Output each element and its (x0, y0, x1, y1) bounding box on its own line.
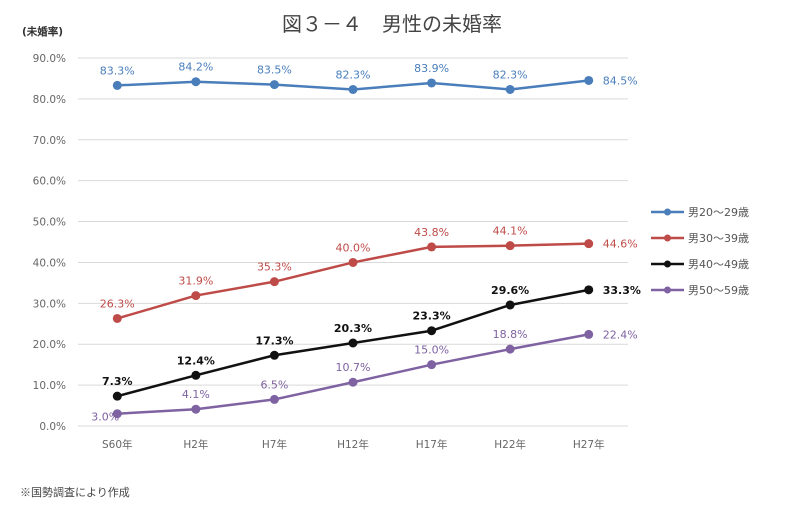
data-point (584, 329, 594, 339)
y-tick-label: 40.0% (33, 257, 66, 269)
y-tick-label: 20.0% (33, 339, 66, 351)
data-label: 43.8% (414, 226, 449, 239)
y-tick-label: 50.0% (33, 217, 66, 229)
data-point (427, 326, 437, 336)
data-label: 17.3% (255, 334, 293, 347)
x-tick-label: H7年 (262, 438, 287, 451)
y-axis-label: (未婚率) (22, 25, 63, 38)
chart-title: 図３－４ 男性の未婚率 (282, 12, 502, 36)
data-label: 15.0% (414, 344, 449, 357)
data-point (348, 84, 358, 94)
legend-swatch-marker (664, 286, 671, 294)
data-label: 6.5% (260, 378, 288, 391)
x-tick-label: H12年 (337, 438, 369, 451)
data-label: 7.3% (102, 375, 133, 388)
y-tick-label: 90.0% (33, 53, 66, 65)
data-point (269, 80, 279, 90)
data-point (269, 350, 279, 360)
data-label: 26.3% (100, 297, 135, 310)
data-label: 29.6% (491, 284, 529, 297)
x-tick-label: H22年 (494, 438, 526, 451)
y-tick-label: 10.0% (33, 380, 66, 392)
data-point (191, 77, 201, 87)
y-tick-label: 60.0% (33, 176, 66, 188)
data-point (269, 394, 279, 404)
legend-label: 男50～59歳 (688, 284, 749, 297)
data-point (505, 241, 515, 251)
legend-label: 男30～39歳 (688, 232, 749, 245)
data-label: 33.3% (603, 284, 641, 297)
data-label: 20.3% (334, 322, 372, 335)
data-point (505, 300, 515, 310)
data-point (191, 291, 201, 301)
data-label: 84.2% (178, 61, 213, 74)
data-label: 35.3% (257, 261, 292, 274)
data-point (112, 409, 122, 419)
data-point (348, 338, 358, 348)
data-point (191, 404, 201, 414)
data-label: 84.5% (603, 74, 638, 87)
data-point (584, 239, 594, 249)
data-point (505, 84, 515, 94)
data-point (269, 277, 279, 287)
x-tick-label: H17年 (416, 438, 448, 451)
data-label: 83.3% (100, 64, 135, 77)
data-label: 83.5% (257, 64, 292, 77)
data-point (427, 242, 437, 252)
data-label: 83.9% (414, 62, 449, 75)
data-label: 10.7% (336, 361, 371, 374)
x-tick-label: H27年 (573, 438, 605, 451)
legend-swatch-marker (664, 208, 671, 216)
y-tick-label: 80.0% (33, 94, 66, 106)
data-label: 82.3% (336, 68, 371, 81)
data-label: 44.6% (603, 238, 638, 251)
data-label: 40.0% (336, 241, 371, 254)
legend-swatch-marker (664, 234, 671, 242)
data-label: 12.4% (177, 354, 215, 367)
data-label: 18.8% (493, 328, 528, 341)
footnote: ※国勢調査により作成 (20, 486, 130, 499)
legend-label: 男20～29歳 (688, 206, 749, 219)
data-point (191, 370, 201, 380)
data-label: 31.9% (178, 275, 213, 288)
y-tick-label: 70.0% (33, 135, 66, 147)
data-label: 82.3% (493, 68, 528, 81)
data-point (584, 75, 594, 85)
data-point (584, 285, 594, 295)
x-tick-label: S60年 (102, 438, 133, 451)
data-point (112, 391, 122, 401)
legend-swatch-marker (664, 260, 671, 268)
x-tick-label: H2年 (183, 438, 208, 451)
data-point (348, 257, 358, 267)
data-point (112, 313, 122, 323)
data-label: 44.1% (493, 225, 528, 238)
data-point (505, 344, 515, 354)
data-label: 4.1% (182, 388, 210, 401)
y-tick-label: 30.0% (33, 298, 66, 310)
data-point (112, 80, 122, 90)
data-point (348, 377, 358, 387)
data-label: 23.3% (412, 310, 450, 323)
data-label: 22.4% (603, 328, 638, 341)
data-label: 3.0% (91, 411, 119, 424)
data-point (427, 360, 437, 370)
y-tick-label: 0.0% (39, 421, 66, 433)
legend-label: 男40～49歳 (688, 258, 749, 271)
data-point (427, 78, 437, 88)
